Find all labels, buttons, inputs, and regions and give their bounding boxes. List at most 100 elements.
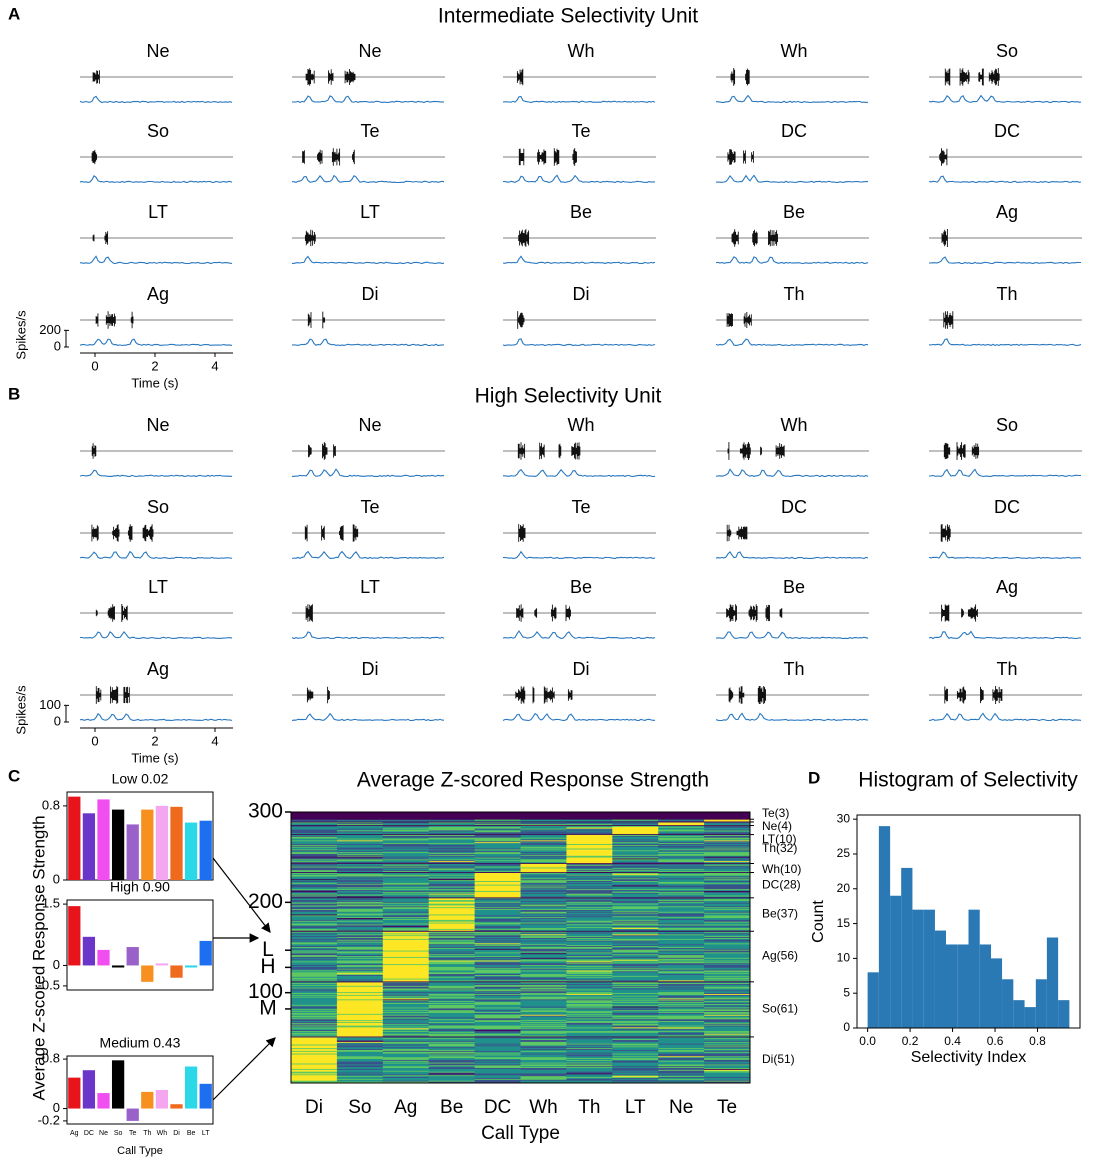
waveform xyxy=(305,604,313,622)
heatmap-cell xyxy=(291,901,338,903)
heatmap-cell xyxy=(612,883,659,885)
heatmap-cell xyxy=(658,848,705,850)
heatmap-cell xyxy=(566,940,613,942)
heatmap-cell xyxy=(474,849,521,852)
heatmap-cell xyxy=(612,1024,659,1026)
heatmap-cell xyxy=(291,993,338,995)
heatmap-cell xyxy=(291,911,338,913)
heatmap-cell xyxy=(291,992,338,994)
waveform xyxy=(940,524,951,542)
heatmap-cell xyxy=(291,961,338,963)
heatmap-cell xyxy=(336,898,384,901)
heatmap-cell xyxy=(658,896,705,898)
heatmap-cell xyxy=(428,990,475,993)
heatmap-cell xyxy=(336,860,384,863)
heatmap-cell xyxy=(474,868,521,871)
heatmap-cell xyxy=(520,1053,567,1055)
heatmap-cell xyxy=(474,933,521,935)
psth-trace xyxy=(716,174,869,184)
heatmap-cell xyxy=(704,856,751,858)
heatmap-cell xyxy=(658,890,705,892)
heatmap-cell xyxy=(382,986,430,988)
heatmap-cell xyxy=(474,960,521,962)
heatmap-cell xyxy=(658,1021,705,1023)
heatmap-cell xyxy=(382,987,430,989)
heatmap-cell xyxy=(428,886,475,888)
heatmap-cell xyxy=(704,908,751,910)
heatmap-cell xyxy=(291,870,338,873)
heatmap-cell xyxy=(474,1017,521,1019)
heatmap-cell xyxy=(566,1037,613,1040)
heatmap-cell xyxy=(291,1049,338,1051)
heatmap-cell xyxy=(382,911,430,913)
heatmap-cell xyxy=(291,1054,338,1057)
heatmap-cell xyxy=(291,888,338,891)
heatmap-cell xyxy=(658,989,705,992)
heatmap-cell xyxy=(291,877,338,879)
heatmap-cell xyxy=(336,963,384,966)
heatmap-cell xyxy=(520,887,567,890)
heatmap-cell xyxy=(382,896,430,898)
heatmap-cell xyxy=(704,964,751,966)
heatmap-cell xyxy=(704,1056,751,1059)
heatmap-cell xyxy=(704,958,751,960)
heatmap-cell xyxy=(428,864,475,866)
heatmap-cell xyxy=(336,906,384,909)
heatmap-cell xyxy=(658,901,705,903)
heatmap-cell xyxy=(382,1020,430,1022)
heatmap-cell xyxy=(474,831,521,834)
heatmap-cell xyxy=(336,908,384,910)
heatmap-cell xyxy=(704,1003,751,1005)
histogram-bar xyxy=(968,909,980,1028)
heatmap-cell xyxy=(291,872,338,874)
heatmap-cell xyxy=(336,840,384,843)
heatmap-cell xyxy=(428,872,475,874)
heatmap-cell xyxy=(612,957,659,959)
heatmap-cell xyxy=(428,1036,475,1039)
heatmap-cell xyxy=(474,924,521,926)
heatmap-cell xyxy=(382,1081,430,1083)
heatmap-cell xyxy=(428,942,475,944)
heatmap-cell xyxy=(382,919,430,921)
heatmap-cell xyxy=(382,1015,430,1017)
heatmap-cell xyxy=(428,1043,475,1045)
heatmap-cell xyxy=(291,855,338,857)
heatmap-cell xyxy=(612,868,659,870)
heatmap-cell xyxy=(474,1037,521,1040)
heatmap-cell xyxy=(658,946,705,948)
heatmap-cell xyxy=(704,846,751,848)
heatmap-cell xyxy=(704,980,751,982)
heatmap-cell xyxy=(612,885,659,887)
heatmap-cell xyxy=(291,880,338,882)
heatmap-cell xyxy=(336,994,384,996)
heatmap-cell xyxy=(336,1020,384,1022)
heatmap-cell xyxy=(428,852,475,854)
heatmap-cell xyxy=(704,1025,751,1027)
heatmap-cell xyxy=(291,1001,338,1004)
heatmap-cell xyxy=(336,901,384,903)
heatmap-cell xyxy=(658,839,705,841)
heatmap-cell xyxy=(520,923,567,925)
heatmap-cell xyxy=(291,1043,338,1045)
heatmap-cell xyxy=(474,1075,521,1078)
heatmap-cell xyxy=(428,1078,475,1080)
heatmap-cell xyxy=(612,1064,659,1067)
heatmap-cell xyxy=(474,908,521,910)
heatmap-cell xyxy=(336,1008,384,1010)
heatmap-cell xyxy=(612,970,659,973)
heatmap-cell xyxy=(428,983,475,985)
heatmap-cell xyxy=(704,941,751,943)
heatmap-cell xyxy=(474,905,521,907)
heatmap-cell xyxy=(428,874,475,876)
heatmap-cell xyxy=(291,1011,338,1013)
heatmap-cell xyxy=(474,979,521,981)
heatmap-cell xyxy=(474,832,521,835)
heatmap-cell xyxy=(382,876,430,878)
histogram-bar xyxy=(1035,979,1047,1028)
heatmap-cell xyxy=(382,829,430,831)
heatmap-cell xyxy=(520,1019,567,1022)
heatmap-cell xyxy=(474,959,521,961)
heatmap-cell xyxy=(658,837,705,839)
heatmap-cell xyxy=(704,874,751,876)
heatmap-cell xyxy=(474,1008,521,1011)
